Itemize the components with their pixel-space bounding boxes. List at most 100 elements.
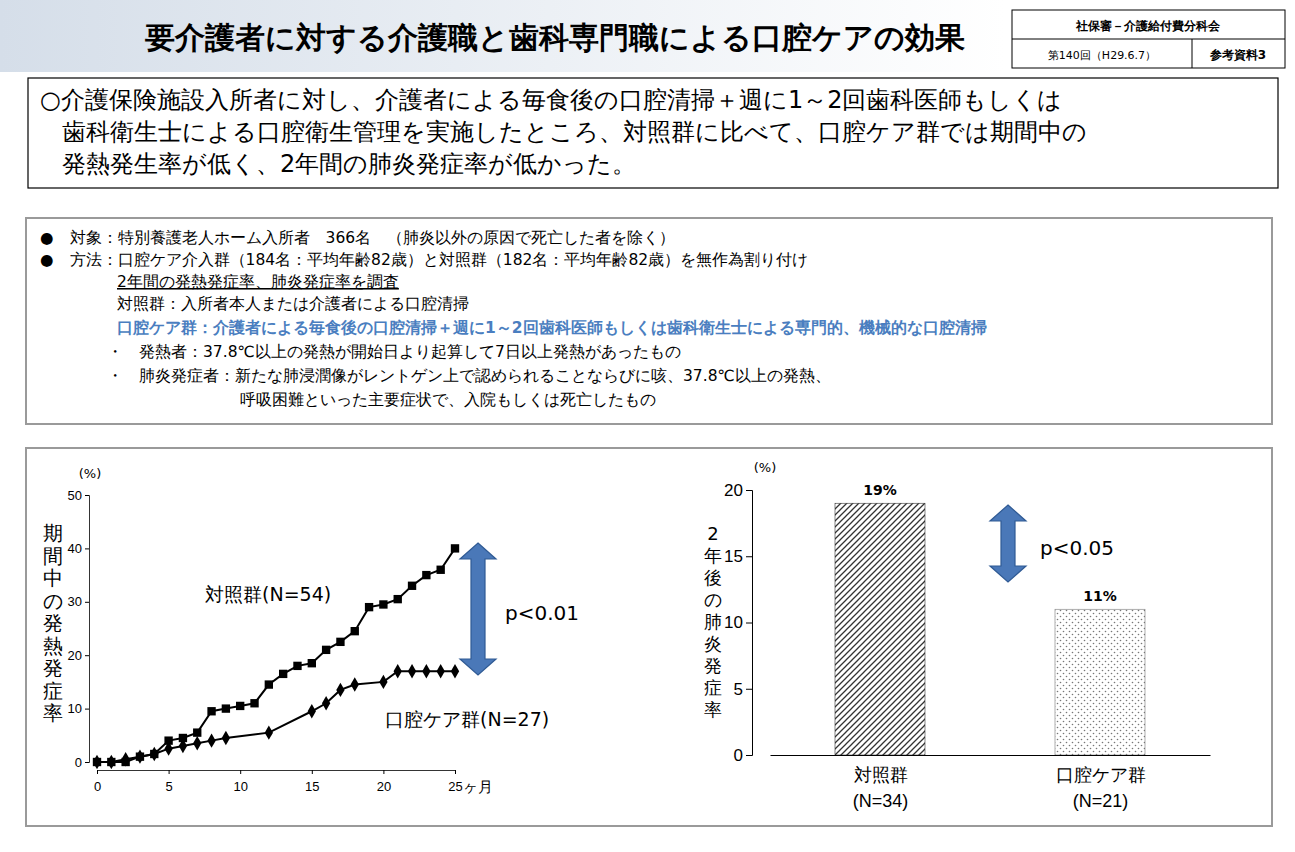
tick-label: 30 [68, 594, 82, 609]
tick-label: 0 [94, 779, 101, 794]
method-frame [26, 218, 1272, 424]
axis: 05101520 [724, 481, 752, 765]
double-arrow [460, 543, 496, 675]
marker [322, 696, 330, 710]
info-box: 社保審－介護給付費分科会第140回（H29.6.7） 参考資料3 [1012, 10, 1285, 68]
x-axis-unit: ヶ月 [463, 778, 493, 796]
tick-label: 20 [377, 779, 391, 794]
tick-label: 口腔ケア群(N=21) [1056, 765, 1146, 811]
marker [150, 747, 158, 761]
marker [250, 699, 258, 707]
method-line: ● 方法：口腔ケア介入群（184名：平均年齢82歳）と対照群（182名：平均年齢… [40, 251, 808, 269]
tick: 30 [68, 594, 89, 609]
tick-label: 0 [75, 755, 82, 770]
tick-label: 10 [724, 613, 743, 632]
tick-mark [85, 709, 89, 710]
tick-label: 5 [734, 680, 743, 699]
tick: 5 [734, 680, 752, 699]
tick: 10 [724, 613, 752, 632]
method-line: ・ 発熱者：37.8℃以上の発熱が開始日より起算して7日以上発熱があったもの [107, 343, 681, 361]
tick: 15 [305, 770, 319, 794]
tick: 口腔ケア群(N=21) [1056, 755, 1146, 811]
marker [279, 670, 287, 678]
tick-label: 10 [68, 701, 82, 716]
tick-label: 5 [165, 779, 172, 794]
tick-mark [85, 548, 89, 549]
tick-label: 0 [734, 746, 743, 765]
tick: 0 [94, 770, 101, 794]
tick-label: 50 [68, 488, 82, 503]
tick: 20 [377, 770, 391, 794]
tick-mark [240, 770, 241, 774]
marker [436, 566, 444, 574]
marker [207, 707, 215, 715]
marker [193, 728, 201, 736]
marker [379, 600, 387, 608]
y-axis-title: 2年後の肺炎発症率 [704, 523, 722, 720]
tick: 0 [75, 755, 89, 770]
marker [93, 755, 101, 769]
tick: 5 [165, 770, 172, 794]
tick: 10 [68, 701, 89, 716]
tick: 0 [734, 746, 752, 765]
axis-line [85, 496, 90, 763]
info-box-divider [1192, 39, 1193, 68]
info-box-divider [1012, 39, 1285, 40]
tick-label: 10 [233, 779, 247, 794]
summary-line: 発熱発生率が低く、2年間の肺炎発症率が低かった。 [62, 150, 636, 178]
summary-line: 歯科衛生士による口腔衛生管理を実施したところ、対照群に比べて、口腔ケア群では期間… [62, 118, 1087, 146]
tick-mark [746, 490, 752, 491]
series-label: 口腔ケア群(N=27) [385, 708, 549, 730]
marker [379, 675, 387, 689]
marker [179, 739, 187, 753]
tick-label: 20 [724, 481, 743, 500]
session: 第140回（H29.6.7） [1048, 49, 1156, 62]
tick-mark [746, 556, 752, 557]
method-line: ・ 肺炎発症者：新たな肺浸潤像がレントゲン上で認められることならびに咳、37.8… [107, 367, 831, 385]
slide: 要介護者に対する介護職と歯科専門職による口腔ケアの効果 社保審－介護給付費分科会第… [0, 0, 1295, 852]
marker [222, 731, 230, 745]
marker [107, 755, 115, 769]
title: 要介護者に対する介護職と歯科専門職による口腔ケアの効果 [145, 20, 965, 55]
marker [322, 646, 330, 654]
marker [265, 725, 273, 739]
doc-number: 参考資料3 [1209, 48, 1266, 62]
marker [193, 736, 201, 750]
tick-label: 20 [68, 648, 82, 663]
summary-frame [28, 78, 1278, 188]
data-label: 11% [1083, 588, 1117, 604]
header-band [0, 0, 1005, 72]
double-arrow [990, 505, 1026, 582]
marker [336, 683, 344, 697]
tick-mark [312, 770, 313, 774]
tick-label: 対照群(N=34) [853, 765, 909, 811]
tick-mark [746, 689, 752, 690]
method-line: ● 対象：特別養護老人ホーム入所者 366名 （肺炎以外の原因で死亡した者を除く… [40, 229, 675, 247]
marker [422, 664, 430, 678]
marker [394, 664, 402, 678]
tick-mark [383, 770, 384, 774]
tick: 対照群(N=34) [853, 755, 909, 811]
y-axis-title: 期間中の発熱発症率 [43, 521, 63, 725]
series-label: 対照群(N=54) [205, 583, 331, 605]
annotation: p<0.01 [505, 601, 579, 625]
method-line: 対照群：入所者本人または介護者による口腔清掃 [117, 295, 469, 313]
info-box-frame [1012, 10, 1285, 68]
marker [308, 659, 316, 667]
chart-panel [26, 448, 1272, 826]
y-axis-unit: (%) [79, 466, 102, 481]
marker [121, 752, 129, 766]
tick: 20 [68, 648, 89, 663]
tick: 10 [233, 770, 247, 794]
tick: 50 [68, 488, 89, 503]
meeting: 社保審－介護給付費分科会 [1075, 19, 1221, 33]
axis-line [771, 755, 1211, 756]
axis: 0 10 20 30 40 50 [68, 488, 90, 770]
tick: 25 [448, 770, 462, 794]
marker [207, 733, 215, 747]
method-line: 呼吸困難といった主要症状で、入院もしくは死亡したもの [240, 391, 656, 409]
tick-mark [85, 602, 89, 603]
axis: 0 5 10 15 20 25 [94, 770, 463, 794]
tick-mark [169, 770, 170, 774]
tick: 40 [68, 541, 89, 556]
